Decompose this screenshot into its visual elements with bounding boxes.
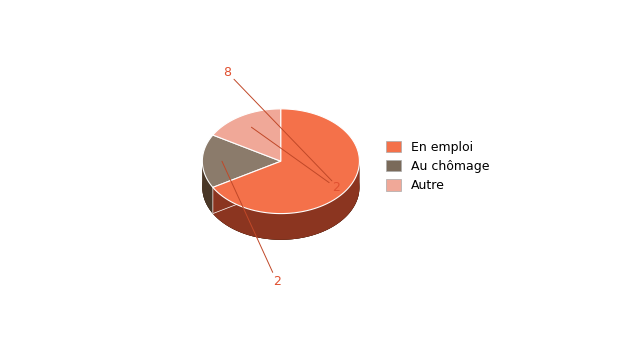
Legend: En emploi, Au chômage, Autre: En emploi, Au chômage, Autre bbox=[381, 136, 495, 197]
Polygon shape bbox=[213, 109, 360, 214]
Polygon shape bbox=[202, 162, 213, 214]
Polygon shape bbox=[202, 135, 360, 240]
Text: 2: 2 bbox=[222, 161, 281, 288]
Text: 8: 8 bbox=[223, 66, 332, 181]
Polygon shape bbox=[213, 109, 281, 161]
Text: 2: 2 bbox=[252, 127, 340, 194]
Polygon shape bbox=[213, 161, 281, 214]
Polygon shape bbox=[202, 161, 360, 240]
Polygon shape bbox=[202, 135, 281, 187]
Polygon shape bbox=[213, 162, 360, 240]
